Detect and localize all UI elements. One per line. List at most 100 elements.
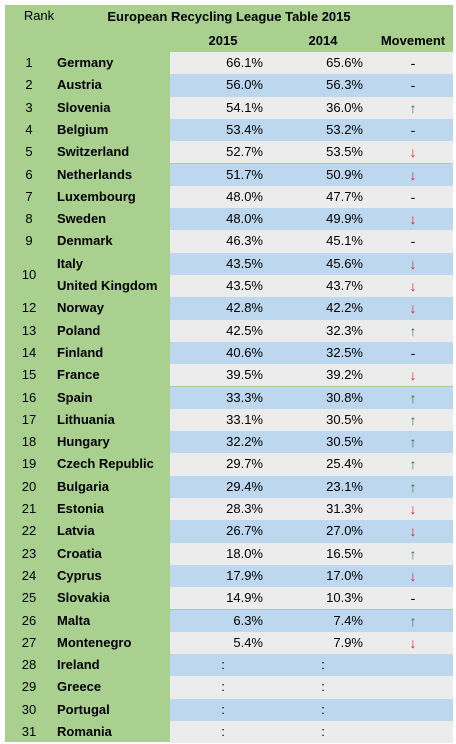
value-2015-cell: 17.9% bbox=[226, 567, 263, 583]
country-cell: Bulgaria bbox=[57, 478, 110, 494]
table-row: 27 Montenegro 5.4% 7.9% ↓ bbox=[5, 631, 453, 655]
down-arrow-icon: ↓ bbox=[409, 211, 417, 228]
value-2014-cell: 50.9% bbox=[326, 166, 363, 182]
country-cell: Croatia bbox=[57, 545, 102, 561]
country-cell: Ireland bbox=[57, 657, 100, 673]
value-2015-cell: 51.7% bbox=[226, 166, 263, 182]
value-2015-cell: 53.4% bbox=[226, 121, 263, 137]
up-arrow-icon: ↑ bbox=[409, 411, 417, 428]
down-arrow-icon: ↓ bbox=[409, 523, 417, 540]
row-stripe bbox=[170, 542, 453, 565]
value-2014-cell: 53.2% bbox=[326, 121, 363, 137]
table-row: 20 Bulgaria 29.4% 23.1% ↑ bbox=[5, 475, 453, 498]
row-stripe bbox=[170, 96, 453, 119]
no-change-dash: - bbox=[410, 344, 416, 361]
value-2015-cell: 6.3% bbox=[233, 612, 263, 628]
row-stripe bbox=[170, 386, 453, 409]
row-stripe bbox=[170, 408, 453, 432]
value-2015-cell: 39.5% bbox=[226, 367, 263, 383]
rank-cell: 5 bbox=[25, 144, 33, 160]
up-arrow-icon: ↑ bbox=[409, 456, 417, 473]
value-2014-cell: : bbox=[321, 701, 325, 717]
value-2014-cell: 39.2% bbox=[326, 367, 363, 383]
row-stripe bbox=[170, 252, 453, 275]
value-2014-cell: 7.9% bbox=[333, 634, 363, 650]
value-2014-cell: 10.3% bbox=[326, 590, 363, 606]
country-cell: Montenegro bbox=[57, 634, 132, 650]
no-change-dash: - bbox=[410, 77, 416, 94]
value-2015-cell: 29.4% bbox=[226, 478, 263, 494]
country-cell: Poland bbox=[57, 322, 101, 338]
country-cell: Denmark bbox=[57, 233, 113, 249]
row-stripe bbox=[170, 341, 453, 365]
value-2015-cell: : bbox=[221, 701, 225, 717]
rank-cell: 22 bbox=[21, 523, 37, 539]
down-arrow-icon: ↓ bbox=[409, 144, 417, 161]
country-cell: Slovakia bbox=[57, 590, 110, 606]
table-row: 6 Netherlands 51.7% 50.9% ↓ bbox=[5, 163, 453, 186]
rank-cell: 13 bbox=[21, 322, 37, 338]
rank-cell: 21 bbox=[21, 501, 37, 516]
table-row: 1 Germany 66.1% 65.6% - bbox=[5, 52, 453, 75]
rank-cell: 19 bbox=[21, 456, 37, 472]
value-2014-cell: 30.8% bbox=[326, 389, 363, 405]
table-row: 22 Latvia 26.7% 27.0% ↓ bbox=[5, 520, 453, 543]
rank-cell: 4 bbox=[25, 121, 33, 137]
row-stripe bbox=[170, 118, 453, 142]
value-2014-cell: 17.0% bbox=[326, 567, 363, 583]
header-movement: Movement bbox=[380, 33, 446, 48]
rank-cell: 18 bbox=[21, 434, 37, 450]
table-row: 4 Belgium 53.4% 53.2% - bbox=[5, 118, 453, 142]
value-2015-cell: 33.3% bbox=[226, 389, 263, 405]
value-2014-cell: 30.5% bbox=[326, 434, 363, 450]
rank-cell: 1 bbox=[25, 55, 33, 70]
country-cell: Greece bbox=[57, 679, 102, 695]
row-stripe bbox=[170, 453, 453, 476]
value-2014-cell: 42.2% bbox=[326, 300, 363, 316]
rank-cell: 9 bbox=[25, 233, 33, 249]
row-stripe bbox=[170, 587, 453, 610]
down-arrow-icon: ↓ bbox=[409, 367, 417, 384]
down-arrow-icon: ↓ bbox=[409, 166, 417, 183]
rank-cell: 28 bbox=[21, 657, 37, 673]
country-cell: Czech Republic bbox=[57, 456, 154, 472]
country-cell: Italy bbox=[57, 255, 84, 271]
down-arrow-icon: ↓ bbox=[409, 501, 417, 517]
rank-cell: 14 bbox=[21, 344, 37, 360]
no-change-dash bbox=[373, 721, 453, 743]
country-cell: Cyprus bbox=[57, 567, 102, 583]
value-2014-cell: 32.5% bbox=[326, 344, 363, 360]
country-cell: Luxembourg bbox=[57, 188, 136, 204]
country-cell: Belgium bbox=[57, 121, 109, 137]
table-row: 21 Estonia 28.3% 31.3% ↓ bbox=[5, 498, 453, 521]
value-2014-cell: 25.4% bbox=[326, 456, 363, 472]
header-rank: Rank bbox=[23, 8, 55, 23]
country-cell: Romania bbox=[57, 724, 112, 739]
value-2015-cell: 43.5% bbox=[226, 278, 263, 293]
no-change-dash: - bbox=[410, 590, 416, 607]
value-2014-cell: 47.7% bbox=[326, 188, 363, 204]
value-2015-cell: 54.1% bbox=[226, 99, 263, 115]
table-row: 23 Croatia 18.0% 16.5% ↑ bbox=[5, 542, 453, 565]
rank-cell: 17 bbox=[21, 411, 37, 427]
value-2014-cell: 31.3% bbox=[326, 501, 363, 516]
value-2014-cell: 65.6% bbox=[326, 55, 363, 70]
table-row: 28 Ireland:: bbox=[5, 654, 453, 677]
value-2015-cell: 46.3% bbox=[226, 233, 263, 249]
up-arrow-icon: ↑ bbox=[409, 612, 417, 629]
value-2015-cell: 26.7% bbox=[226, 523, 263, 539]
row-stripe bbox=[170, 520, 453, 543]
row-stripe bbox=[170, 275, 453, 298]
country-cell: Norway bbox=[57, 300, 104, 316]
country-cell: Finland bbox=[57, 344, 104, 360]
up-arrow-icon: ↑ bbox=[409, 434, 417, 451]
table-row: 12 Norway 42.8% 42.2% ↓ bbox=[5, 297, 453, 320]
rank-cell: 23 bbox=[21, 545, 37, 561]
value-2014-cell: 30.5% bbox=[326, 411, 363, 427]
country-cell: Latvia bbox=[57, 523, 95, 539]
no-change-dash bbox=[373, 699, 453, 721]
value-2014-cell: 27.0% bbox=[326, 523, 363, 539]
rank-cell: 6 bbox=[25, 166, 33, 182]
value-2014-cell: 53.5% bbox=[326, 144, 363, 160]
row-stripe bbox=[170, 654, 453, 677]
